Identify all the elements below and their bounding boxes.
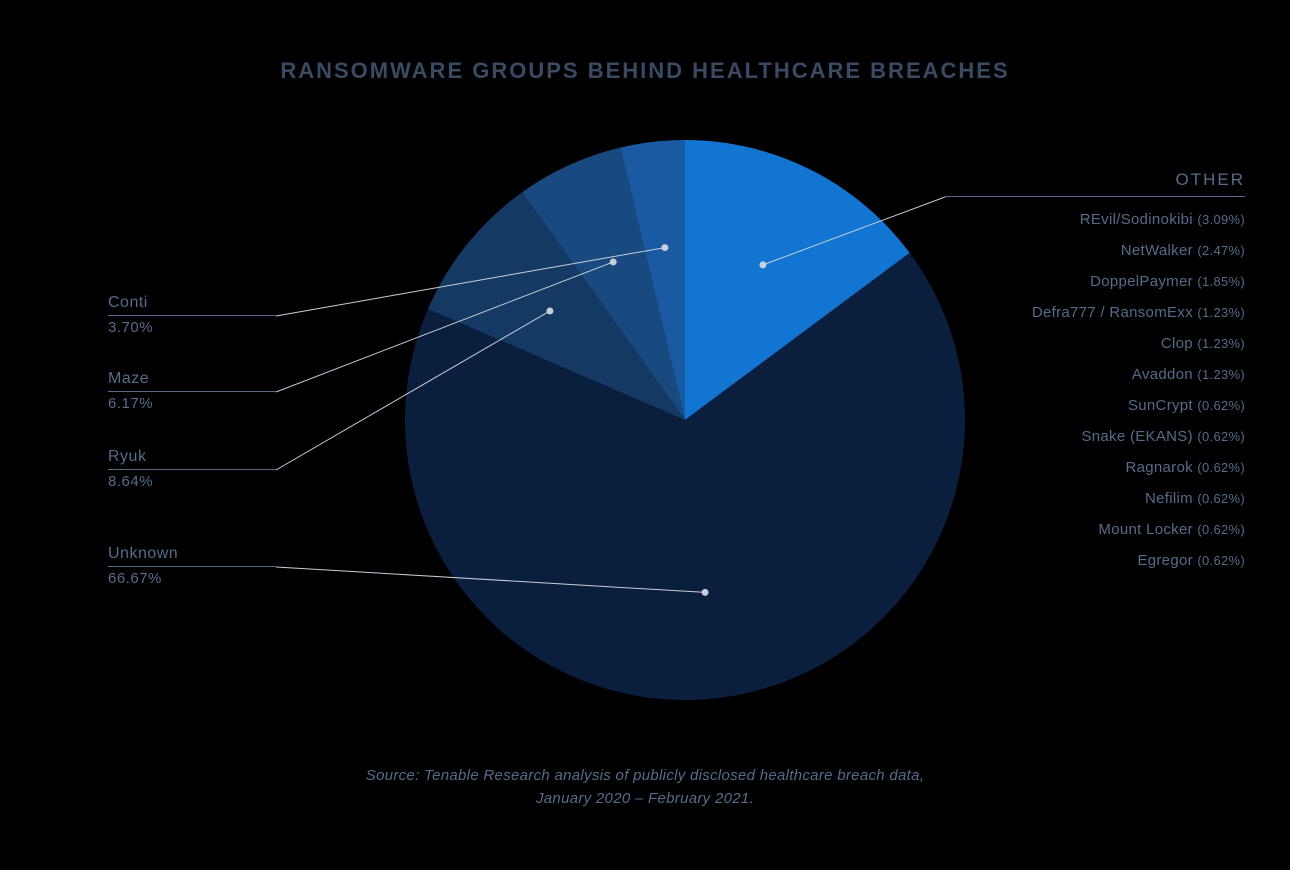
other-item: SunCrypt (0.62%) — [945, 397, 1245, 414]
other-item-pct: (1.23%) — [1197, 336, 1245, 351]
other-item: Clop (1.23%) — [945, 335, 1245, 352]
source-line-1: Source: Tenable Research analysis of pub… — [366, 767, 924, 784]
other-item-name: Mount Locker — [1098, 521, 1192, 538]
other-item: REvil/Sodinokibi (3.09%) — [945, 211, 1245, 228]
other-panel: OTHER REvil/Sodinokibi (3.09%) NetWalker … — [945, 170, 1245, 583]
other-item-pct: (1.23%) — [1197, 305, 1245, 320]
label-name: Unknown — [108, 545, 276, 563]
other-list: REvil/Sodinokibi (3.09%) NetWalker (2.47%… — [945, 211, 1245, 569]
pie-svg — [405, 140, 965, 700]
other-item-name: Defra777 / RansomExx — [1032, 304, 1193, 321]
other-item: Snake (EKANS) (0.62%) — [945, 428, 1245, 445]
left-label-maze: Maze 6.17% — [108, 370, 276, 412]
other-item-pct: (0.62%) — [1197, 398, 1245, 413]
other-item-pct: (1.23%) — [1197, 367, 1245, 382]
pie-wrapper — [405, 140, 965, 700]
other-item: Ragnarok (0.62%) — [945, 459, 1245, 476]
other-header: OTHER — [945, 170, 1245, 190]
other-item-name: SunCrypt — [1128, 397, 1193, 414]
chart-container: RANSOMWARE GROUPS BEHIND HEALTHCARE BREA… — [0, 0, 1290, 870]
other-item-name: Nefilim — [1145, 490, 1193, 507]
other-item: Nefilim (0.62%) — [945, 490, 1245, 507]
other-item-pct: (0.62%) — [1197, 553, 1245, 568]
other-item-name: DoppelPaymer — [1090, 273, 1193, 290]
other-item-pct: (0.62%) — [1197, 491, 1245, 506]
other-item-name: REvil/Sodinokibi — [1080, 211, 1193, 228]
other-item-pct: (0.62%) — [1197, 429, 1245, 444]
label-underline — [108, 315, 276, 316]
other-item-name: NetWalker — [1121, 242, 1193, 259]
other-item: Mount Locker (0.62%) — [945, 521, 1245, 538]
other-item-name: Avaddon — [1132, 366, 1193, 383]
other-item-name: Snake (EKANS) — [1081, 428, 1192, 445]
label-underline — [108, 469, 276, 470]
label-name: Conti — [108, 294, 276, 312]
other-header-underline — [945, 196, 1245, 197]
other-item-pct: (2.47%) — [1197, 243, 1245, 258]
label-underline — [108, 391, 276, 392]
chart-title: RANSOMWARE GROUPS BEHIND HEALTHCARE BREA… — [0, 58, 1290, 84]
source-caption: Source: Tenable Research analysis of pub… — [0, 765, 1290, 810]
other-item-pct: (0.62%) — [1197, 522, 1245, 537]
left-label-conti: Conti 3.70% — [108, 294, 276, 336]
source-line-2: January 2020 – February 2021. — [536, 790, 754, 807]
other-item-pct: (0.62%) — [1197, 460, 1245, 475]
label-value: 8.64% — [108, 473, 276, 490]
other-item-pct: (1.85%) — [1197, 274, 1245, 289]
label-name: Ryuk — [108, 448, 276, 466]
label-underline — [108, 566, 276, 567]
other-item-name: Ragnarok — [1125, 459, 1192, 476]
label-value: 66.67% — [108, 570, 276, 587]
left-label-ryuk: Ryuk 8.64% — [108, 448, 276, 490]
other-item-pct: (3.09%) — [1197, 212, 1245, 227]
other-item-name: Egregor — [1137, 552, 1192, 569]
other-item: Egregor (0.62%) — [945, 552, 1245, 569]
label-name: Maze — [108, 370, 276, 388]
other-item: NetWalker (2.47%) — [945, 242, 1245, 259]
other-item: Avaddon (1.23%) — [945, 366, 1245, 383]
other-item-name: Clop — [1161, 335, 1193, 352]
left-label-unknown: Unknown 66.67% — [108, 545, 276, 587]
label-value: 6.17% — [108, 395, 276, 412]
label-value: 3.70% — [108, 319, 276, 336]
other-item: Defra777 / RansomExx (1.23%) — [945, 304, 1245, 321]
other-item: DoppelPaymer (1.85%) — [945, 273, 1245, 290]
